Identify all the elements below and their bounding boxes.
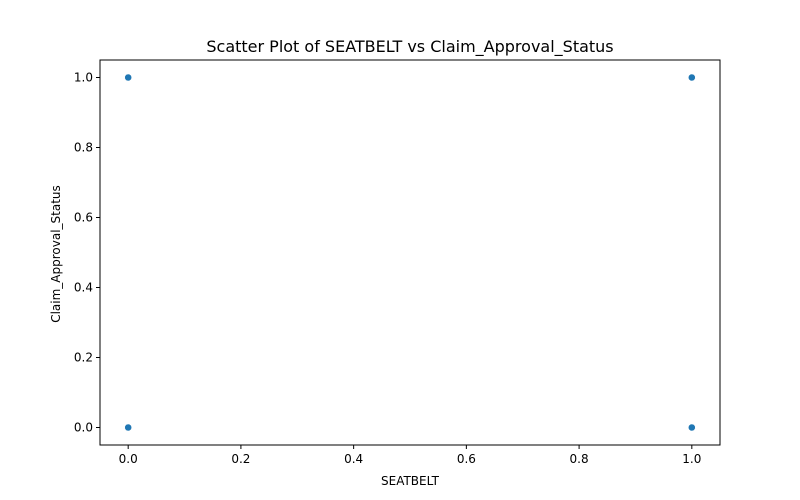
x-axis-label: SEATBELT — [381, 474, 440, 488]
x-tick-label: 0.6 — [457, 452, 476, 466]
x-tick-label: 0.4 — [344, 452, 363, 466]
y-axis-label: Claim_Approval_Status — [49, 185, 63, 323]
x-tick-label: 1.0 — [682, 452, 701, 466]
y-tick-label: 1.0 — [74, 71, 93, 85]
x-tick-label: 0.0 — [119, 452, 138, 466]
plot-area: 0.0 0.2 0.4 0.6 0.8 1.0 0.0 0.2 0.4 0.6 0.8 1.0 — [74, 59, 721, 466]
x-tick-label: 0.8 — [570, 452, 589, 466]
y-tick-label: 0.2 — [74, 351, 93, 365]
y-tick-label: 0.6 — [74, 211, 93, 225]
data-point — [124, 423, 132, 432]
y-tick-label: 0.0 — [74, 421, 93, 435]
y-tick-label: 0.4 — [74, 281, 93, 295]
data-point — [688, 423, 696, 432]
chart-title: Scatter Plot of SEATBELT vs Claim_Approv… — [206, 37, 613, 57]
data-point — [688, 73, 696, 82]
plot-frame — [99, 59, 721, 446]
data-point — [124, 73, 132, 82]
x-tick-label: 0.2 — [231, 452, 250, 466]
y-tick-label: 0.8 — [74, 141, 93, 155]
